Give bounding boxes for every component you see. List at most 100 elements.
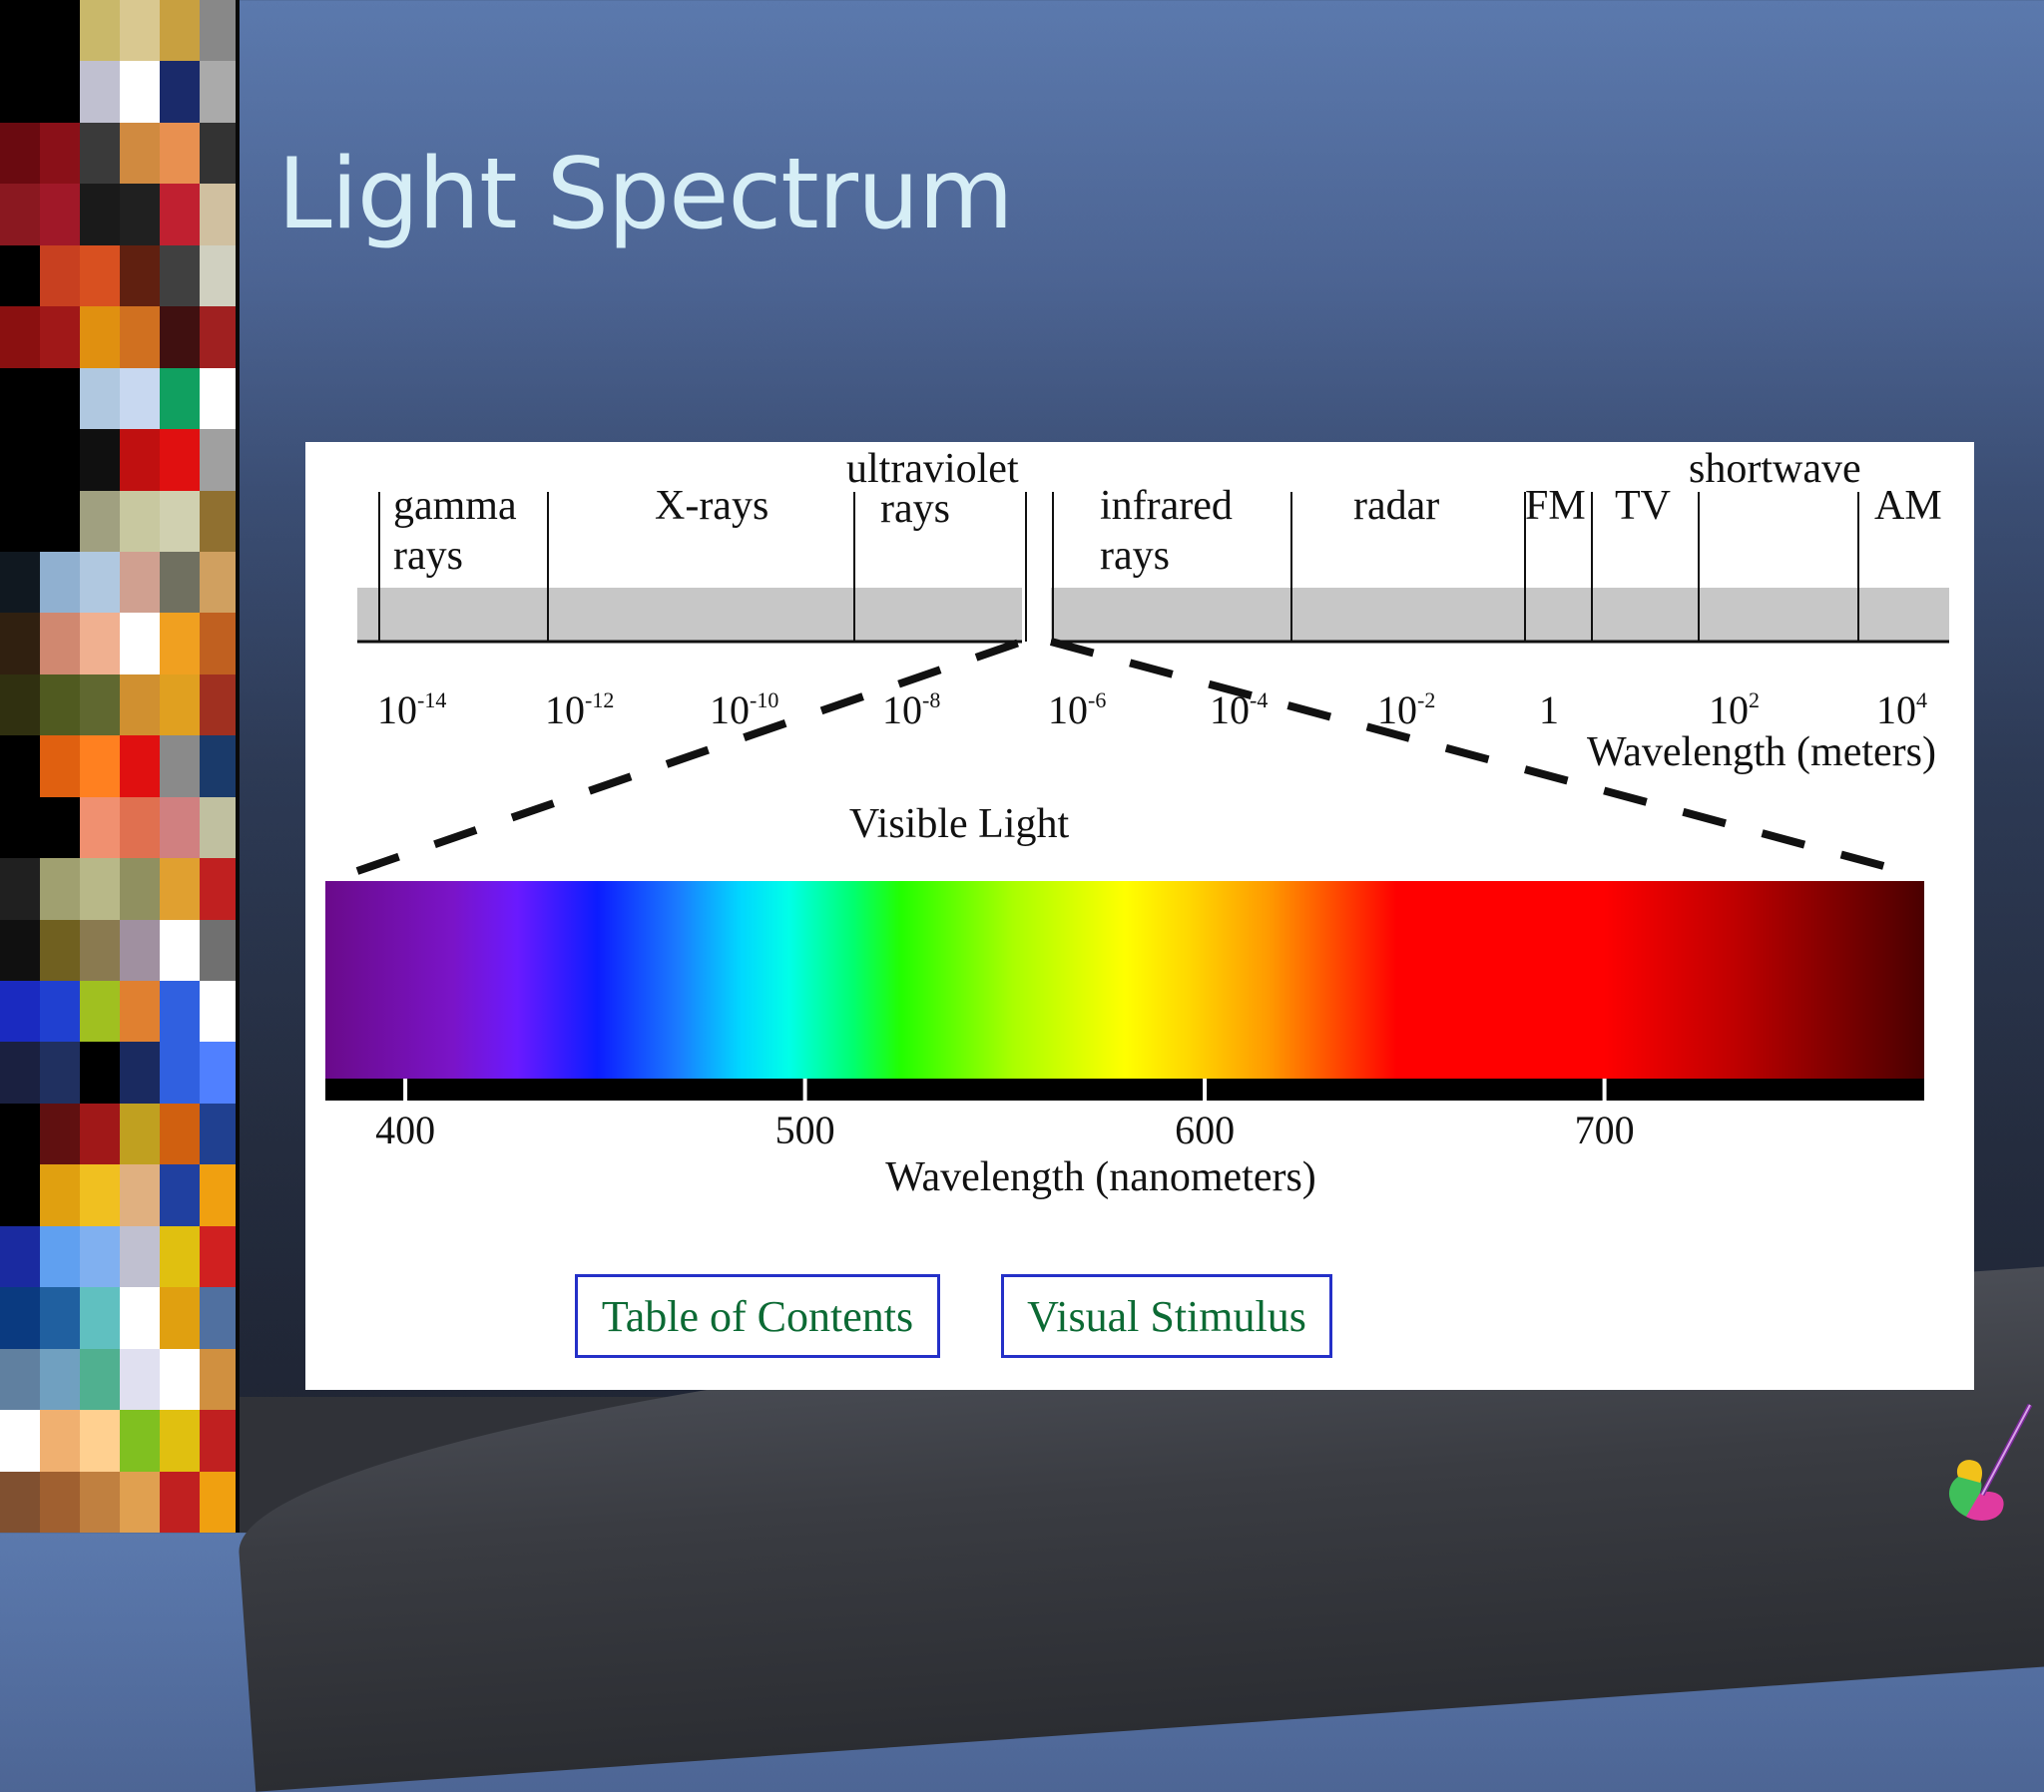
stripe-block bbox=[40, 858, 80, 921]
stripe-block bbox=[160, 1164, 200, 1227]
stripe-block bbox=[160, 919, 200, 983]
stripe-row bbox=[0, 1042, 240, 1105]
stripe-block bbox=[200, 0, 240, 63]
visible-tick-label: 400 bbox=[375, 1108, 435, 1152]
stripe-block bbox=[0, 184, 40, 246]
stripe-block bbox=[160, 490, 200, 553]
stripe-block bbox=[200, 919, 240, 983]
em-region-label-radar: radar bbox=[1353, 483, 1439, 529]
stripe-block bbox=[120, 1164, 160, 1227]
em-region-label-am: AM bbox=[1874, 483, 1942, 529]
zoom-line-right bbox=[1049, 638, 1904, 875]
stripe-block bbox=[80, 244, 120, 308]
stripe-block bbox=[200, 1103, 240, 1166]
stripe-block bbox=[0, 1471, 40, 1533]
em-tick-label: 104 bbox=[1876, 687, 1927, 732]
stripe-block bbox=[160, 551, 200, 615]
em-region-label-uv: ultraviolet bbox=[846, 446, 1019, 492]
stripe-block bbox=[200, 858, 240, 921]
visible-axis-bar bbox=[325, 1079, 1924, 1101]
stripe-row bbox=[0, 306, 240, 369]
stripe-block bbox=[80, 1471, 120, 1533]
stripe-block bbox=[160, 981, 200, 1044]
stripe-block bbox=[0, 61, 40, 124]
stripe-block bbox=[0, 306, 40, 369]
stripe-block bbox=[160, 122, 200, 186]
stripe-block bbox=[120, 796, 160, 860]
stripe-block bbox=[80, 1164, 120, 1227]
stripe-block bbox=[120, 184, 160, 246]
stripe-block bbox=[0, 1164, 40, 1227]
stripe-block bbox=[80, 1348, 120, 1412]
stripe-block bbox=[40, 1471, 80, 1533]
stripe-block bbox=[200, 1348, 240, 1412]
visible-light-label: Visible Light bbox=[849, 801, 1070, 847]
stripe-row bbox=[0, 61, 240, 124]
stripe-block bbox=[0, 122, 40, 186]
stripe-block bbox=[0, 367, 40, 431]
stripe-block bbox=[40, 1103, 80, 1166]
stripe-block bbox=[80, 551, 120, 615]
stripe-block bbox=[40, 796, 80, 860]
stripe-block bbox=[160, 1103, 200, 1166]
stripe-block bbox=[80, 184, 120, 246]
em-region-label-infrared: rays bbox=[1100, 533, 1170, 579]
stripe-block bbox=[200, 735, 240, 798]
stripe-row bbox=[0, 1225, 240, 1289]
stripe-block bbox=[40, 1225, 80, 1289]
stripe-block bbox=[120, 1042, 160, 1105]
stripe-block bbox=[40, 613, 80, 675]
stripe-block bbox=[160, 796, 200, 860]
stripe-block bbox=[0, 673, 40, 737]
stripe-block bbox=[160, 1225, 200, 1289]
stripe-block bbox=[40, 1042, 80, 1105]
em-tick-label: 1 bbox=[1539, 687, 1559, 732]
em-region-label-fm: FM bbox=[1525, 483, 1586, 529]
stripe-block bbox=[120, 735, 160, 798]
stripe-block bbox=[0, 981, 40, 1044]
stripe-block bbox=[0, 429, 40, 492]
stripe-block bbox=[40, 551, 80, 615]
em-region-label-infrared: infrared bbox=[1100, 483, 1233, 529]
stripe-row bbox=[0, 1348, 240, 1412]
stripe-block bbox=[40, 429, 80, 492]
stripe-block bbox=[40, 184, 80, 246]
stripe-row bbox=[0, 735, 240, 798]
stripe-block bbox=[160, 184, 200, 246]
stripe-block bbox=[0, 858, 40, 921]
stripe-block bbox=[200, 1225, 240, 1289]
stripe-block bbox=[0, 551, 40, 615]
visible-tick-label: 600 bbox=[1175, 1108, 1235, 1152]
stripe-block bbox=[40, 919, 80, 983]
stripe-block bbox=[40, 735, 80, 798]
stripe-block bbox=[80, 735, 120, 798]
stripe-block bbox=[120, 1348, 160, 1412]
em-tick-label: 10-12 bbox=[545, 687, 614, 732]
stripe-block bbox=[200, 429, 240, 492]
stripe-row bbox=[0, 490, 240, 553]
table-of-contents-button[interactable]: Table of Contents bbox=[575, 1274, 940, 1358]
stripe-block bbox=[120, 981, 160, 1044]
stripe-block bbox=[200, 1410, 240, 1473]
stripe-row bbox=[0, 1103, 240, 1166]
em-region-label-gamma: gamma bbox=[393, 483, 517, 529]
em-region-dividers bbox=[378, 492, 1859, 642]
em-tick-label: 102 bbox=[1709, 687, 1760, 732]
em-axis-label: Wavelength (meters) bbox=[1587, 729, 1936, 775]
stripe-row bbox=[0, 122, 240, 186]
em-bar-left bbox=[357, 588, 1022, 642]
visual-stimulus-button[interactable]: Visual Stimulus bbox=[1001, 1274, 1332, 1358]
stripe-block bbox=[120, 306, 160, 369]
stripe-block bbox=[40, 1410, 80, 1473]
stripe-block bbox=[40, 1287, 80, 1350]
stripe-block bbox=[120, 551, 160, 615]
stripe-block bbox=[120, 858, 160, 921]
stripe-block bbox=[160, 613, 200, 675]
em-tick-label: 10-8 bbox=[882, 687, 940, 732]
em-tick-labels: 10-14 10-12 10-10 10-8 10-6 10-4 10-2 1 102 104 bbox=[377, 687, 1927, 732]
stripe-block bbox=[80, 490, 120, 553]
stripe-block bbox=[200, 1287, 240, 1350]
stripe-block bbox=[80, 306, 120, 369]
stripe-block bbox=[160, 367, 200, 431]
